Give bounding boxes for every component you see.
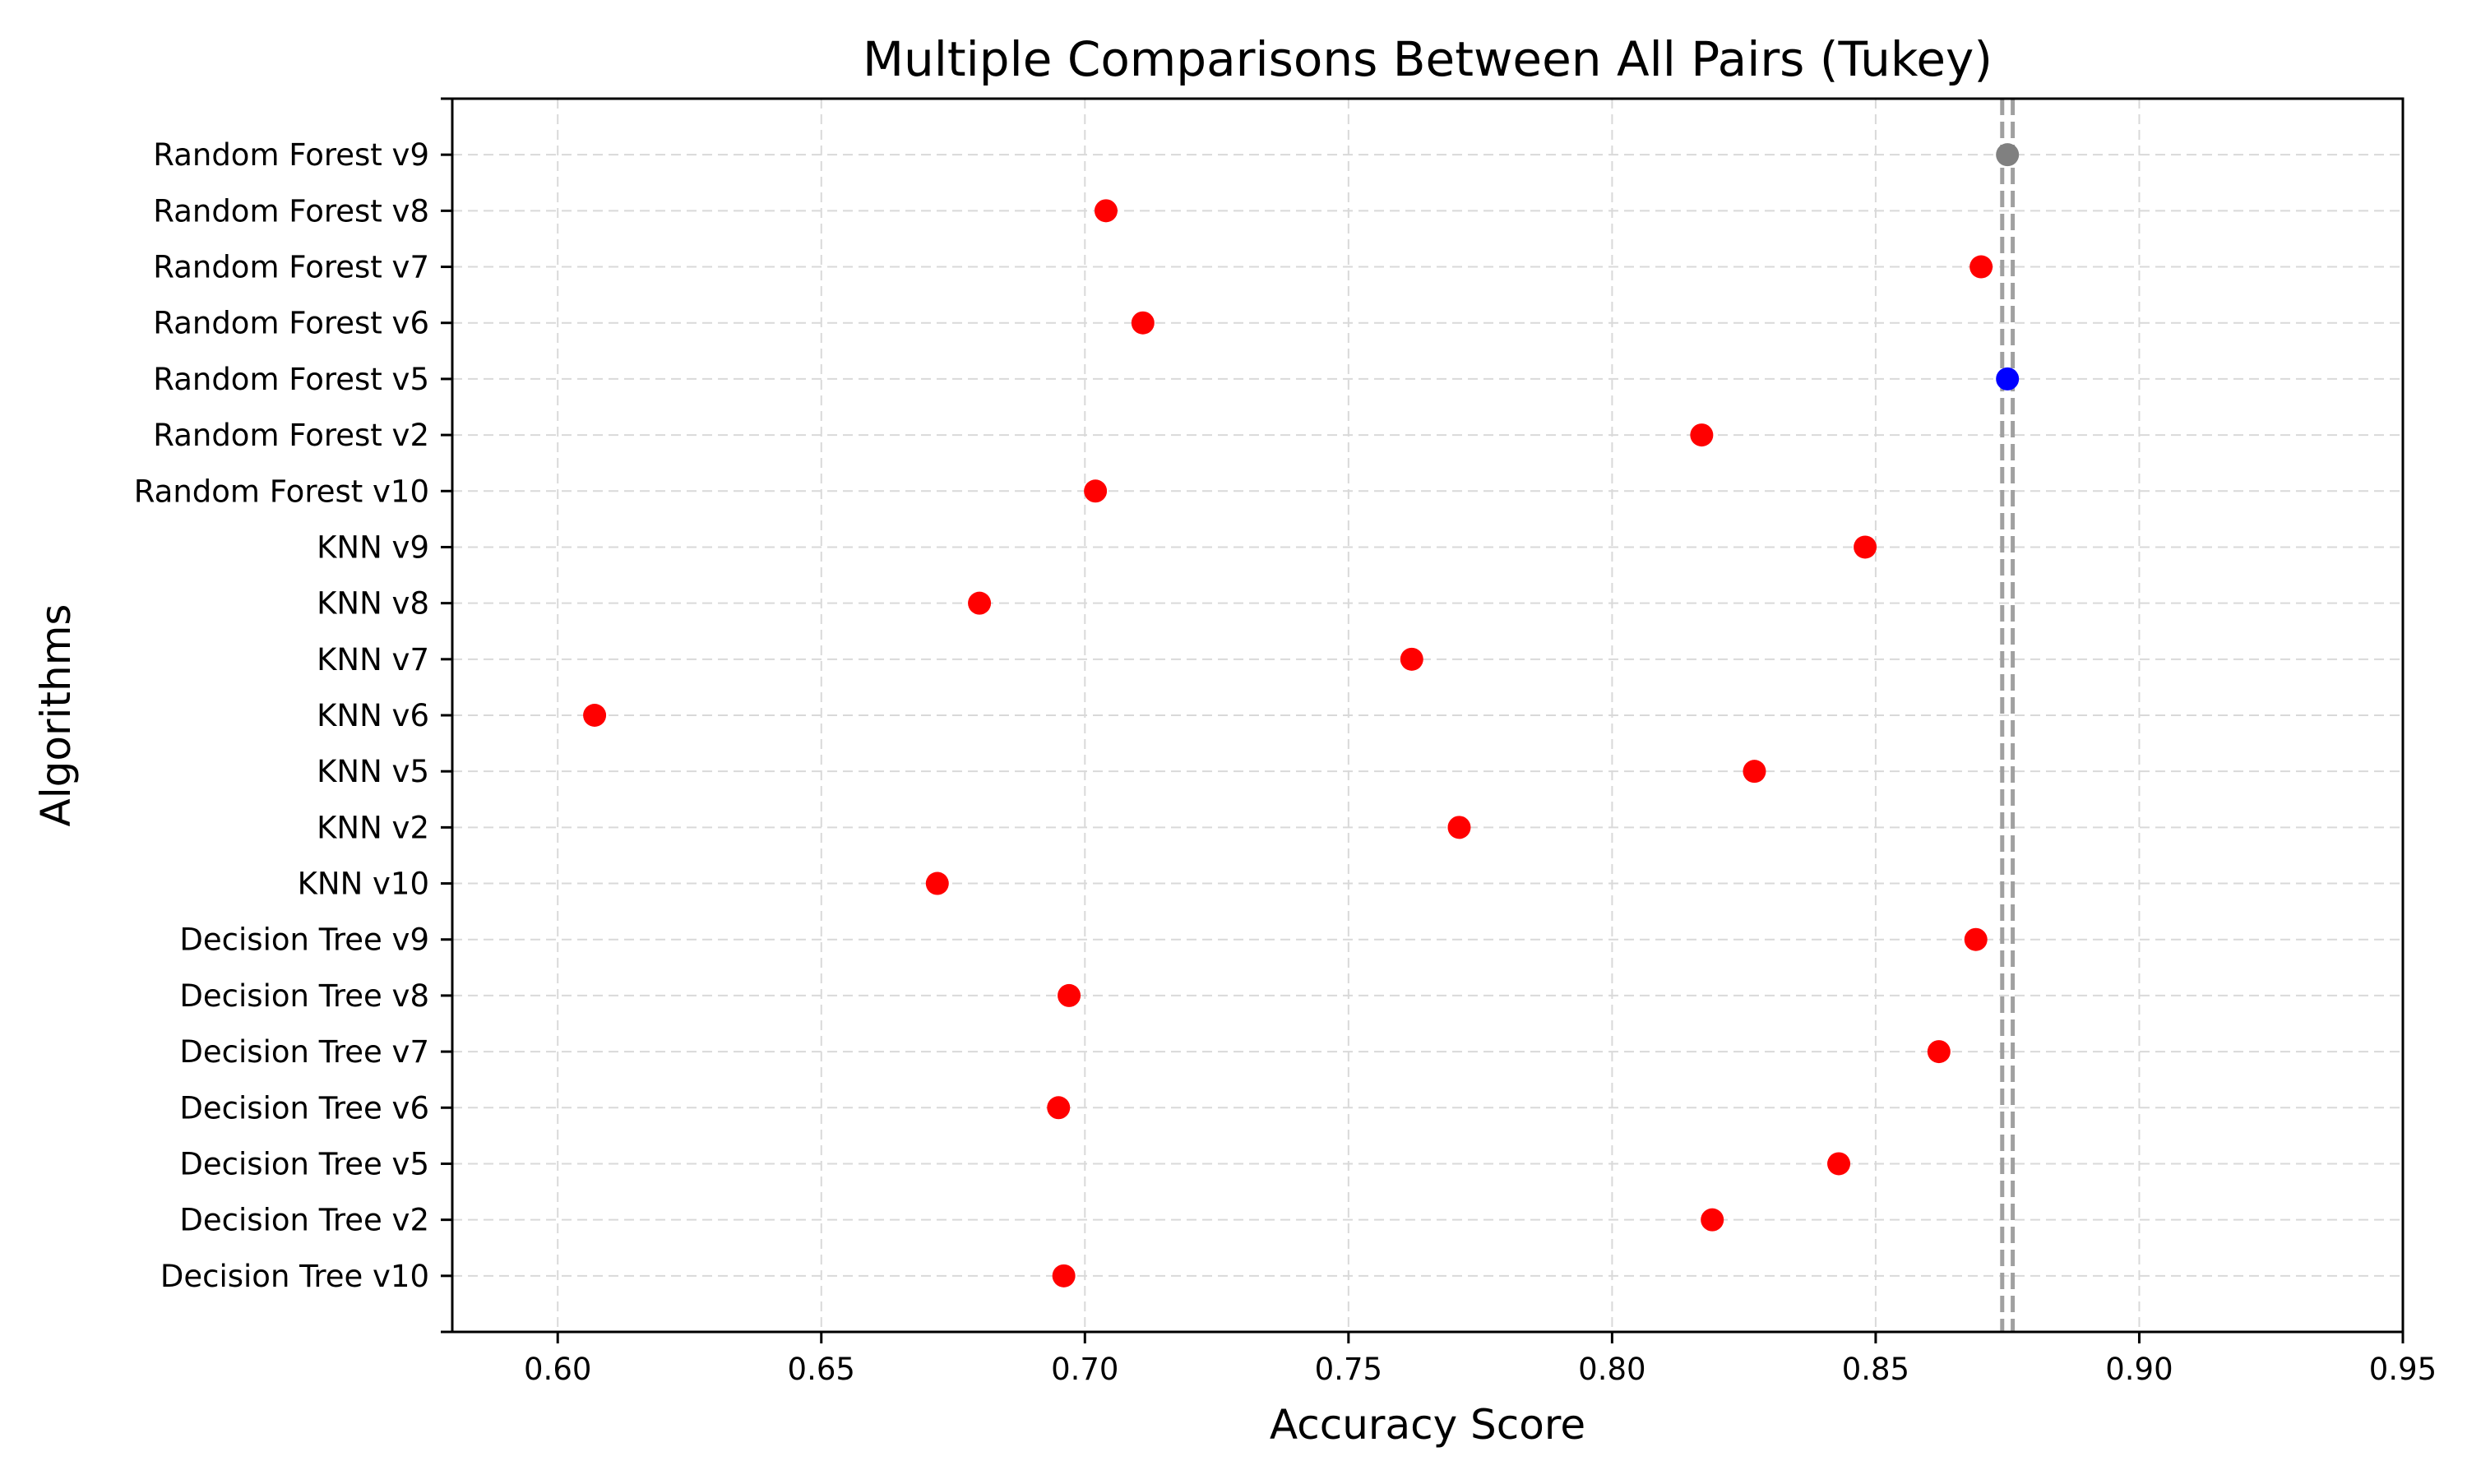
x-axis-label: Accuracy Score: [1270, 1401, 1585, 1449]
data-point: [1927, 1040, 1951, 1064]
y-tick-label: Decision Tree v7: [179, 1034, 429, 1070]
y-tick-label: Random Forest v2: [153, 418, 429, 453]
data-point: [1690, 423, 1714, 447]
data-point: [1084, 479, 1108, 503]
data-point: [1827, 1152, 1851, 1176]
data-point: [1743, 760, 1766, 784]
data-point: [1701, 1208, 1724, 1232]
y-tick-label: Random Forest v5: [153, 362, 429, 397]
y-tick-label: KNN v8: [317, 586, 429, 622]
y-tick-label: Decision Tree v9: [179, 922, 429, 958]
y-tick-label: Random Forest v10: [134, 474, 429, 509]
data-point: [1047, 1096, 1071, 1120]
y-tick-label: Decision Tree v10: [160, 1259, 429, 1294]
data-point: [1094, 199, 1118, 223]
y-axis-label: Algorithms: [32, 604, 80, 827]
y-tick-label: Decision Tree v8: [179, 978, 429, 1014]
y-tick-label: KNN v9: [317, 529, 429, 565]
y-tick-label: KNN v2: [317, 810, 429, 845]
y-tick-label: Random Forest v8: [153, 193, 429, 229]
x-axis-ticks: 0.60 0.65 0.70 0.75 0.80 0.85 0.90 0.95: [524, 1332, 2437, 1387]
data-point: [1131, 311, 1155, 335]
y-tick-label: KNN v7: [317, 642, 429, 677]
y-tick-label: Random Forest v9: [153, 137, 429, 173]
data-point: [1058, 983, 1081, 1007]
data-point: [1969, 255, 1993, 279]
data-point: [968, 591, 992, 615]
y-tick-label: KNN v10: [298, 867, 429, 902]
data-point: [1854, 535, 1877, 559]
data-point: [583, 704, 607, 727]
x-tick-label: 0.75: [1315, 1352, 1382, 1387]
y-tick-label: Decision Tree v6: [179, 1090, 429, 1126]
y-axis-ticks: Decision Tree v10 Decision Tree v2 Decisio…: [134, 97, 452, 1334]
y-tick-label: Decision Tree v2: [179, 1203, 429, 1238]
y-tick-label: Decision Tree v5: [179, 1146, 429, 1181]
chart-title: Multiple Comparisons Between All Pairs (…: [863, 31, 1993, 87]
y-tick-label: KNN v5: [317, 754, 429, 789]
y-tick-label: Random Forest v6: [153, 306, 429, 341]
grid-layer: [452, 99, 2404, 1332]
data-point: [1964, 927, 1988, 951]
x-tick-label: 0.60: [524, 1352, 591, 1387]
data-point: [1996, 367, 2020, 391]
x-tick-label: 0.90: [2105, 1352, 2173, 1387]
x-tick-label: 0.85: [1842, 1352, 1909, 1387]
data-points: [583, 143, 2020, 1288]
x-tick-label: 0.65: [788, 1352, 855, 1387]
data-point: [1052, 1264, 1076, 1288]
reference-lines: [2000, 99, 2016, 1332]
y-tick-label: Random Forest v7: [153, 250, 429, 285]
data-point: [1400, 647, 1423, 671]
data-point: [1447, 816, 1471, 839]
x-tick-label: 0.80: [1578, 1352, 1645, 1387]
y-tick-label: KNN v6: [317, 698, 429, 733]
x-tick-label: 0.70: [1051, 1352, 1118, 1387]
data-point: [925, 871, 949, 895]
data-point: [1996, 143, 2020, 167]
x-tick-label: 0.95: [2369, 1352, 2437, 1387]
